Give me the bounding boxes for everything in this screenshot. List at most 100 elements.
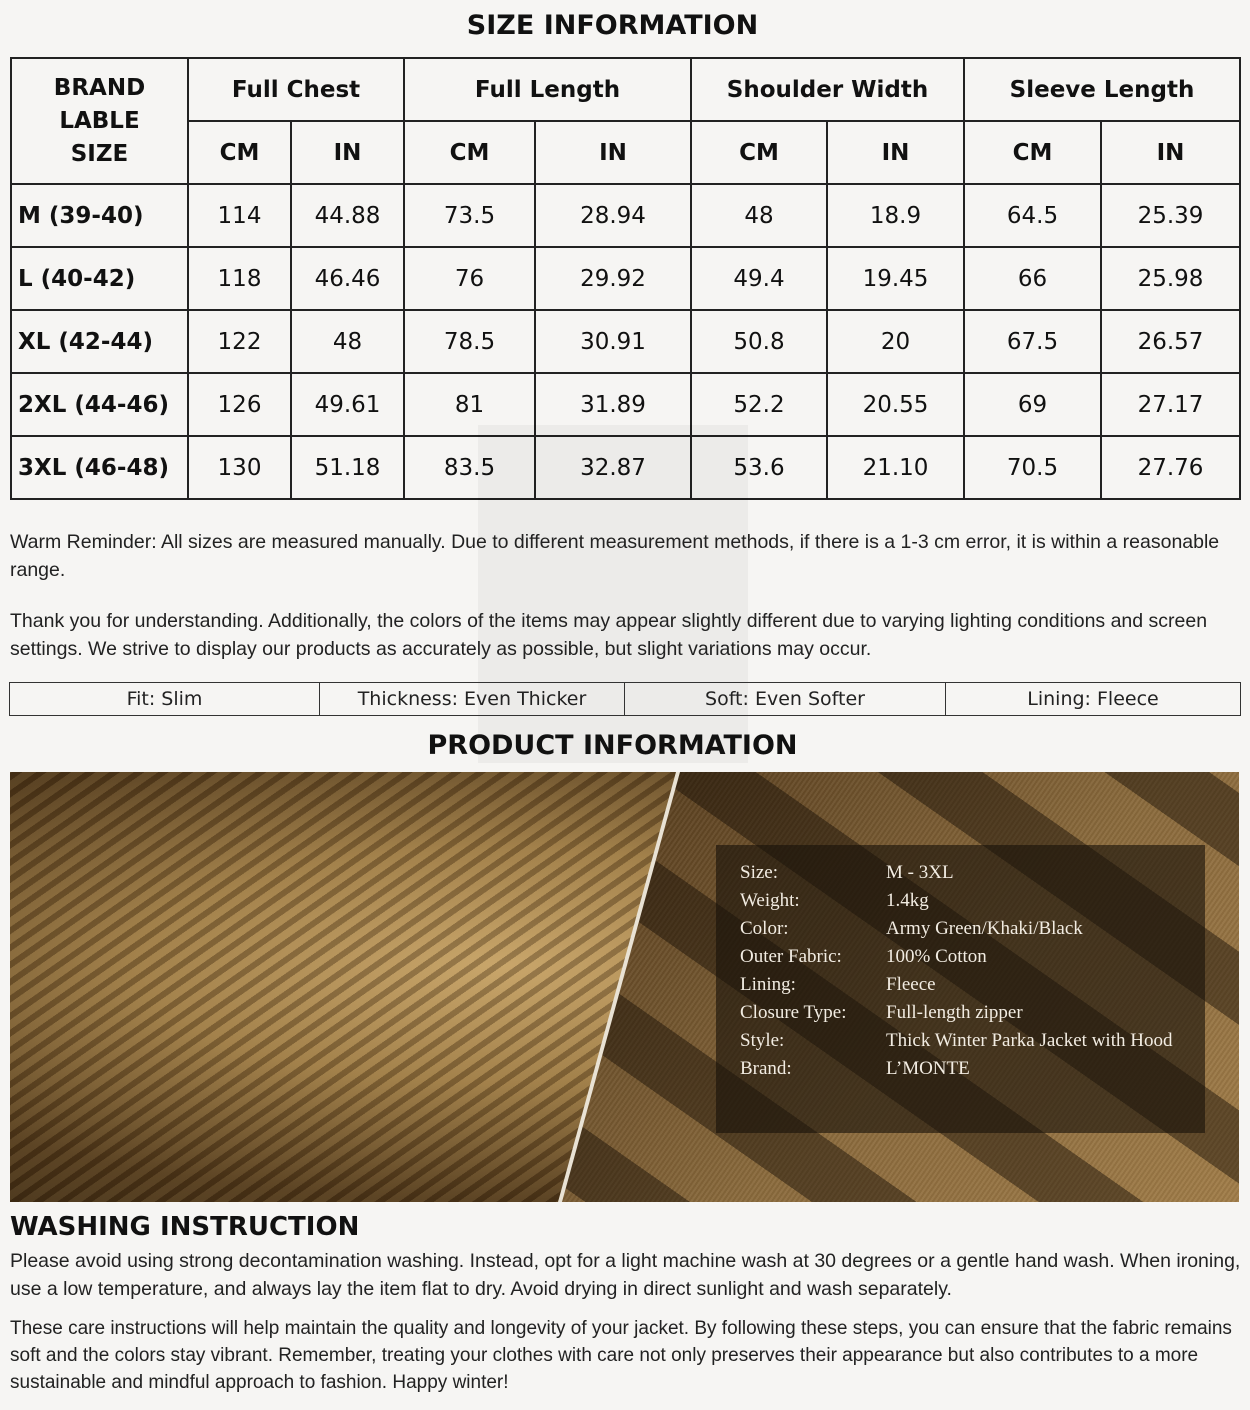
spec-key: Color:	[740, 918, 789, 939]
unit-header-in: IN	[1100, 120, 1242, 185]
size-cell: 29.92	[534, 246, 693, 311]
size-cell: 25.98	[1100, 246, 1242, 311]
size-cell: 64.5	[963, 183, 1103, 248]
washing-title: WASHING INSTRUCTION	[10, 1212, 360, 1242]
fabric-image: Size: M - 3XL Weight: 1.4kg Color: Army Green…	[10, 772, 1239, 1202]
washing-paragraph-1: Please avoid using strong decontaminatio…	[10, 1250, 1241, 1300]
size-cell: 66	[963, 246, 1103, 311]
size-cell: 32.87	[534, 435, 693, 500]
header-full-chest: Full Chest	[186, 57, 406, 122]
table-row: 3XL (46-48) 130 51.18 83.5 32.87 53.6 21.10 70.…	[10, 435, 1242, 500]
size-label: L (40-42)	[10, 246, 189, 311]
size-label: 3XL (46-48)	[10, 435, 189, 500]
size-cell: 27.17	[1100, 372, 1242, 437]
unit-header-cm: CM	[690, 120, 829, 185]
size-label: XL (42-44)	[10, 309, 189, 374]
header-sleeve-length: Sleeve Length	[963, 57, 1242, 122]
size-cell: 70.5	[963, 435, 1103, 500]
size-table: BRAND LABLE SIZE Full Chest Full Length Sh…	[10, 57, 1242, 500]
spec-value: L’MONTE	[886, 1058, 970, 1079]
thanks-note: Thank you for understanding. Additionall…	[10, 610, 1208, 660]
table-row: L (40-42) 118 46.46 76 29.92 49.4 19.45 66 25.98	[10, 246, 1242, 311]
brand-watermark	[478, 425, 748, 763]
size-cell: 81	[403, 372, 537, 437]
feature-lining: Lining: Fleece	[1027, 688, 1159, 710]
size-cell: 50.8	[690, 309, 829, 374]
size-cell: 31.89	[534, 372, 693, 437]
spec-key: Weight:	[740, 890, 800, 911]
size-cell: 122	[187, 309, 292, 374]
feature-soft: Soft: Even Softer	[625, 683, 946, 715]
unit-header-cm: CM	[403, 120, 537, 185]
feature-fit: Fit: Slim	[10, 683, 320, 715]
size-cell: 26.57	[1100, 309, 1242, 374]
size-cell: 30.91	[534, 309, 693, 374]
spec-value: Army Green/Khaki/Black	[886, 918, 1083, 939]
spec-value: 100% Cotton	[886, 946, 987, 967]
table-row: 2XL (44-46) 126 49.61 81 31.89 52.2 20.55 69 27.…	[10, 372, 1242, 437]
size-cell: 69	[963, 372, 1103, 437]
spec-key: Lining:	[740, 974, 796, 995]
spec-row: Color: Army Green/Khaki/Black	[740, 915, 1195, 943]
header-shoulder-width: Shoulder Width	[690, 57, 966, 122]
size-cell: 48	[289, 309, 406, 374]
size-notes: Warm Reminder: All sizes are measured ma…	[10, 528, 1242, 663]
size-cell: 44.88	[289, 183, 406, 248]
spec-key: Outer Fabric:	[740, 946, 842, 967]
size-cell: 76	[403, 246, 537, 311]
spec-value: M - 3XL	[886, 862, 954, 883]
size-cell: 25.39	[1100, 183, 1242, 248]
product-info-title: PRODUCT INFORMATION	[427, 730, 798, 761]
unit-header-cm: CM	[963, 120, 1103, 185]
unit-header-in: IN	[289, 120, 406, 185]
size-cell: 48	[690, 183, 829, 248]
brand-label-size-header: BRAND LABLE SIZE	[10, 57, 189, 185]
spec-key: Style:	[740, 1030, 785, 1051]
washing-section: WASHING INSTRUCTION Please avoid using s…	[10, 1211, 1242, 1396]
spec-row: Lining: Fleece	[740, 971, 1195, 999]
feature-bar: Fit: Slim Thickness: Even Thicker Soft: …	[9, 682, 1241, 716]
spec-key: Closure Type:	[740, 1002, 847, 1023]
size-cell: 114	[187, 183, 292, 248]
feature-thickness: Thickness: Even Thicker	[320, 683, 625, 715]
unit-header-in: IN	[534, 120, 693, 185]
spec-row: Brand: L’MONTE	[740, 1055, 1195, 1083]
size-cell: 78.5	[403, 309, 537, 374]
size-cell: 20	[826, 309, 966, 374]
header-full-length: Full Length	[403, 57, 693, 122]
size-cell: 46.46	[289, 246, 406, 311]
size-cell: 18.9	[826, 183, 966, 248]
unit-header-in: IN	[826, 120, 966, 185]
size-info-title: SIZE INFORMATION	[466, 10, 759, 41]
spec-value: Fleece	[886, 974, 936, 995]
table-row: M (39-40) 114 44.88 73.5 28.94 48 18.9 64.5 25.3…	[10, 183, 1242, 248]
size-cell: 126	[187, 372, 292, 437]
size-cell: 21.10	[826, 435, 966, 500]
size-cell: 49.61	[289, 372, 406, 437]
size-cell: 19.45	[826, 246, 966, 311]
spec-value: Thick Winter Parka Jacket with Hood	[886, 1030, 1173, 1051]
size-cell: 52.2	[690, 372, 829, 437]
size-cell: 51.18	[289, 435, 406, 500]
spec-row: Weight: 1.4kg	[740, 887, 1195, 915]
size-cell: 27.76	[1100, 435, 1242, 500]
size-cell: 83.5	[403, 435, 537, 500]
size-cell: 28.94	[534, 183, 693, 248]
size-label: 2XL (44-46)	[10, 372, 189, 437]
spec-key: Size:	[740, 862, 778, 883]
size-cell: 53.6	[690, 435, 829, 500]
spec-row: Size: M - 3XL	[740, 859, 1195, 887]
size-cell: 49.4	[690, 246, 829, 311]
spec-row: Closure Type: Full-length zipper	[740, 999, 1195, 1027]
spec-row: Outer Fabric: 100% Cotton	[740, 943, 1195, 971]
spec-panel: Size: M - 3XL Weight: 1.4kg Color: Army Green…	[716, 845, 1205, 1133]
size-cell: 118	[187, 246, 292, 311]
size-cell: 73.5	[403, 183, 537, 248]
table-row: XL (42-44) 122 48 78.5 30.91 50.8 20 67.5 26.57	[10, 309, 1242, 374]
size-label: M (39-40)	[10, 183, 189, 248]
spec-value: 1.4kg	[886, 890, 929, 911]
spec-value: Full-length zipper	[886, 1002, 1023, 1023]
washing-paragraph-2: These care instructions will help mainta…	[10, 1318, 1232, 1393]
size-cell: 130	[187, 435, 292, 500]
size-cell: 67.5	[963, 309, 1103, 374]
